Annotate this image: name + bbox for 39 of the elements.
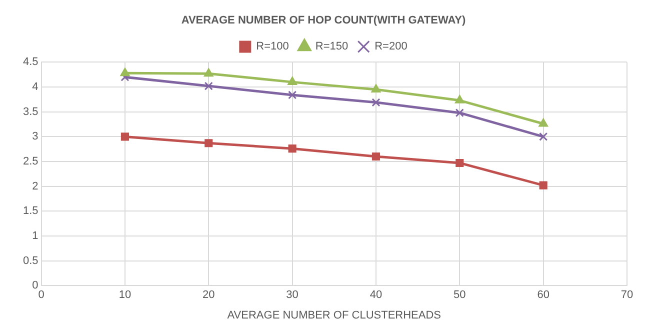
x-tick-label: 10: [118, 289, 132, 302]
x-tick-label: 60: [537, 289, 550, 302]
x-tick-label: 30: [286, 289, 298, 302]
y-tick-label: 1.5: [22, 205, 38, 218]
point: [539, 181, 548, 190]
x-tick-label: 70: [620, 289, 634, 302]
y-tick-label: 0.5: [22, 254, 38, 267]
legend-label: R=150: [315, 40, 348, 53]
x-tick-label: 40: [370, 289, 382, 302]
y-tick-label: 1: [32, 230, 38, 242]
legend-label: R=100: [256, 40, 289, 53]
point: [371, 84, 381, 93]
point: [539, 132, 548, 141]
point: [287, 76, 298, 86]
y-tick-label: 2.5: [22, 156, 38, 168]
x-axis-title: AVERAGE NUMBER OF CLUSTERHEADS: [227, 309, 442, 322]
y-tick-label: 4: [32, 81, 38, 94]
y-tick-label: 3: [32, 130, 38, 143]
y-tick-label: 2: [32, 180, 38, 192]
point: [120, 68, 130, 76]
point: [454, 94, 464, 104]
point: [204, 82, 213, 90]
point: [204, 68, 214, 77]
point: [538, 118, 548, 127]
point: [288, 144, 296, 153]
x-tick-label: 50: [454, 289, 466, 302]
point: [372, 152, 380, 161]
y-tick-label: 0: [32, 280, 38, 292]
point: [455, 108, 464, 118]
point: [456, 158, 464, 168]
point: [120, 132, 129, 141]
point: [288, 90, 297, 100]
chart-title: AVERAGE NUMBER OF HOP COUNT(WITH GATEWAY): [181, 14, 466, 27]
y-tick-label: 3.5: [22, 106, 38, 118]
point: [204, 139, 213, 148]
y-tick-label: 4.5: [22, 56, 38, 68]
x-tick-label: 20: [202, 289, 215, 302]
legend-label: R=200: [374, 40, 408, 53]
point: [372, 98, 380, 107]
